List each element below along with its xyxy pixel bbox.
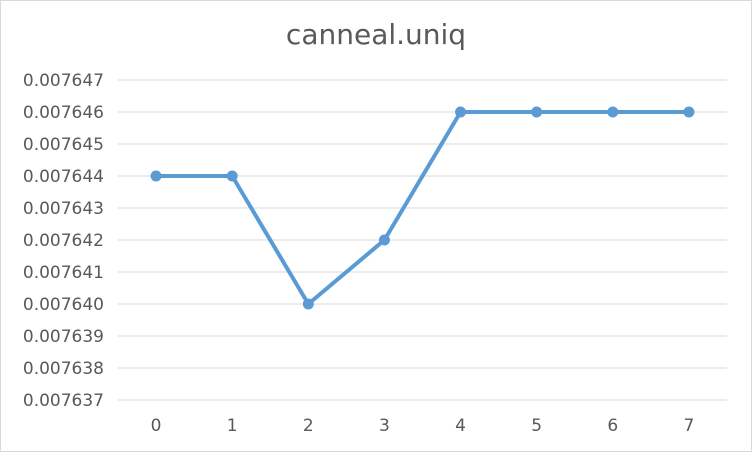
y-tick-label: 0.007638	[23, 359, 104, 379]
y-tick-label: 0.007645	[23, 135, 104, 155]
y-tick-label: 0.007646	[23, 103, 104, 123]
x-tick-label: 4	[455, 416, 466, 436]
data-point	[455, 106, 467, 118]
y-tick-label: 0.007639	[23, 327, 104, 347]
chart-title: canneal.uniq	[286, 18, 466, 51]
y-axis-ticks: 0.007637 0.007638 0.007639 0.007640 0.007641…	[23, 71, 104, 411]
data-point	[150, 170, 162, 182]
series-line	[154, 110, 691, 306]
gridlines	[118, 79, 727, 401]
data-point	[607, 106, 619, 118]
x-tick-label: 2	[303, 416, 314, 436]
data-point	[226, 170, 238, 182]
x-tick-label: 1	[227, 416, 238, 436]
y-tick-label: 0.007640	[23, 295, 104, 315]
x-tick-label: 3	[379, 416, 390, 436]
y-tick-label: 0.007642	[23, 231, 104, 251]
data-point	[302, 298, 314, 310]
x-tick-label: 0	[151, 416, 162, 436]
y-tick-label: 0.007647	[23, 71, 104, 91]
y-tick-label: 0.007644	[23, 167, 104, 187]
x-tick-label: 6	[607, 416, 618, 436]
x-tick-label: 5	[531, 416, 542, 436]
data-point	[683, 106, 695, 118]
x-tick-label: 7	[684, 416, 695, 436]
y-tick-label: 0.007643	[23, 199, 104, 219]
data-point	[531, 106, 543, 118]
y-tick-label: 0.007637	[23, 391, 104, 411]
x-axis-ticks: 0 1 2 3 4 5 6 7	[151, 416, 695, 436]
data-point	[378, 234, 390, 246]
y-tick-label: 0.007641	[23, 263, 104, 283]
series-layer	[150, 106, 695, 310]
